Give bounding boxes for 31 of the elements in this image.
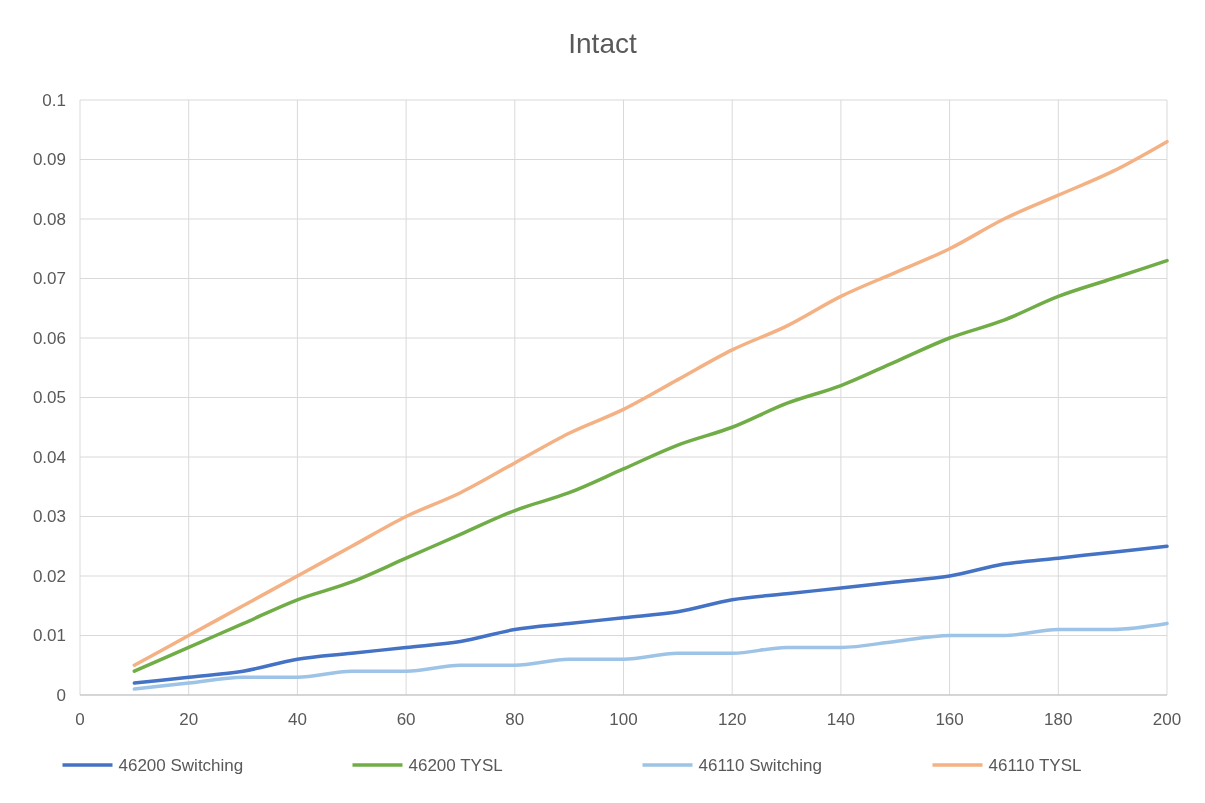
y-tick-label: 0.08 <box>32 209 66 229</box>
x-tick-label: 200 <box>1152 710 1182 729</box>
x-tick-label: 20 <box>179 710 199 729</box>
y-tick-label: 0.04 <box>32 447 66 467</box>
x-tick-label: 80 <box>505 710 525 729</box>
line-series <box>132 621 1169 691</box>
y-tick-label: 0.1 <box>42 90 66 110</box>
legend-label: 46200 TYSL <box>408 755 503 775</box>
x-tick-label: 140 <box>826 710 856 729</box>
x-tick-label: 60 <box>396 710 416 729</box>
y-tick-label: 0 <box>56 685 66 705</box>
y-tick-label: 0.05 <box>32 388 66 408</box>
y-tick-label: 0.03 <box>32 507 66 527</box>
y-tick-label: 0.09 <box>32 150 66 170</box>
line-series <box>132 258 1169 673</box>
y-tick-label: 0.06 <box>32 328 66 348</box>
line-series <box>132 139 1169 667</box>
x-tick-label: 160 <box>935 710 964 729</box>
legend-label: 46110 TYSL <box>988 755 1082 775</box>
y-tick-label: 0.07 <box>32 269 66 289</box>
line-series <box>132 544 1169 685</box>
x-tick-label: 100 <box>609 710 638 729</box>
legend-label: 46200 Switching <box>118 755 244 775</box>
x-tick-label: 0 <box>75 710 85 729</box>
x-tick-label: 40 <box>287 710 307 729</box>
chart-title: Intact <box>568 28 637 59</box>
y-tick-label: 0.01 <box>32 626 66 646</box>
legend-label: 46110 Switching <box>698 755 822 775</box>
x-tick-label: 120 <box>718 710 747 729</box>
y-tick-label: 0.02 <box>32 566 66 586</box>
x-tick-label: 180 <box>1044 710 1073 729</box>
